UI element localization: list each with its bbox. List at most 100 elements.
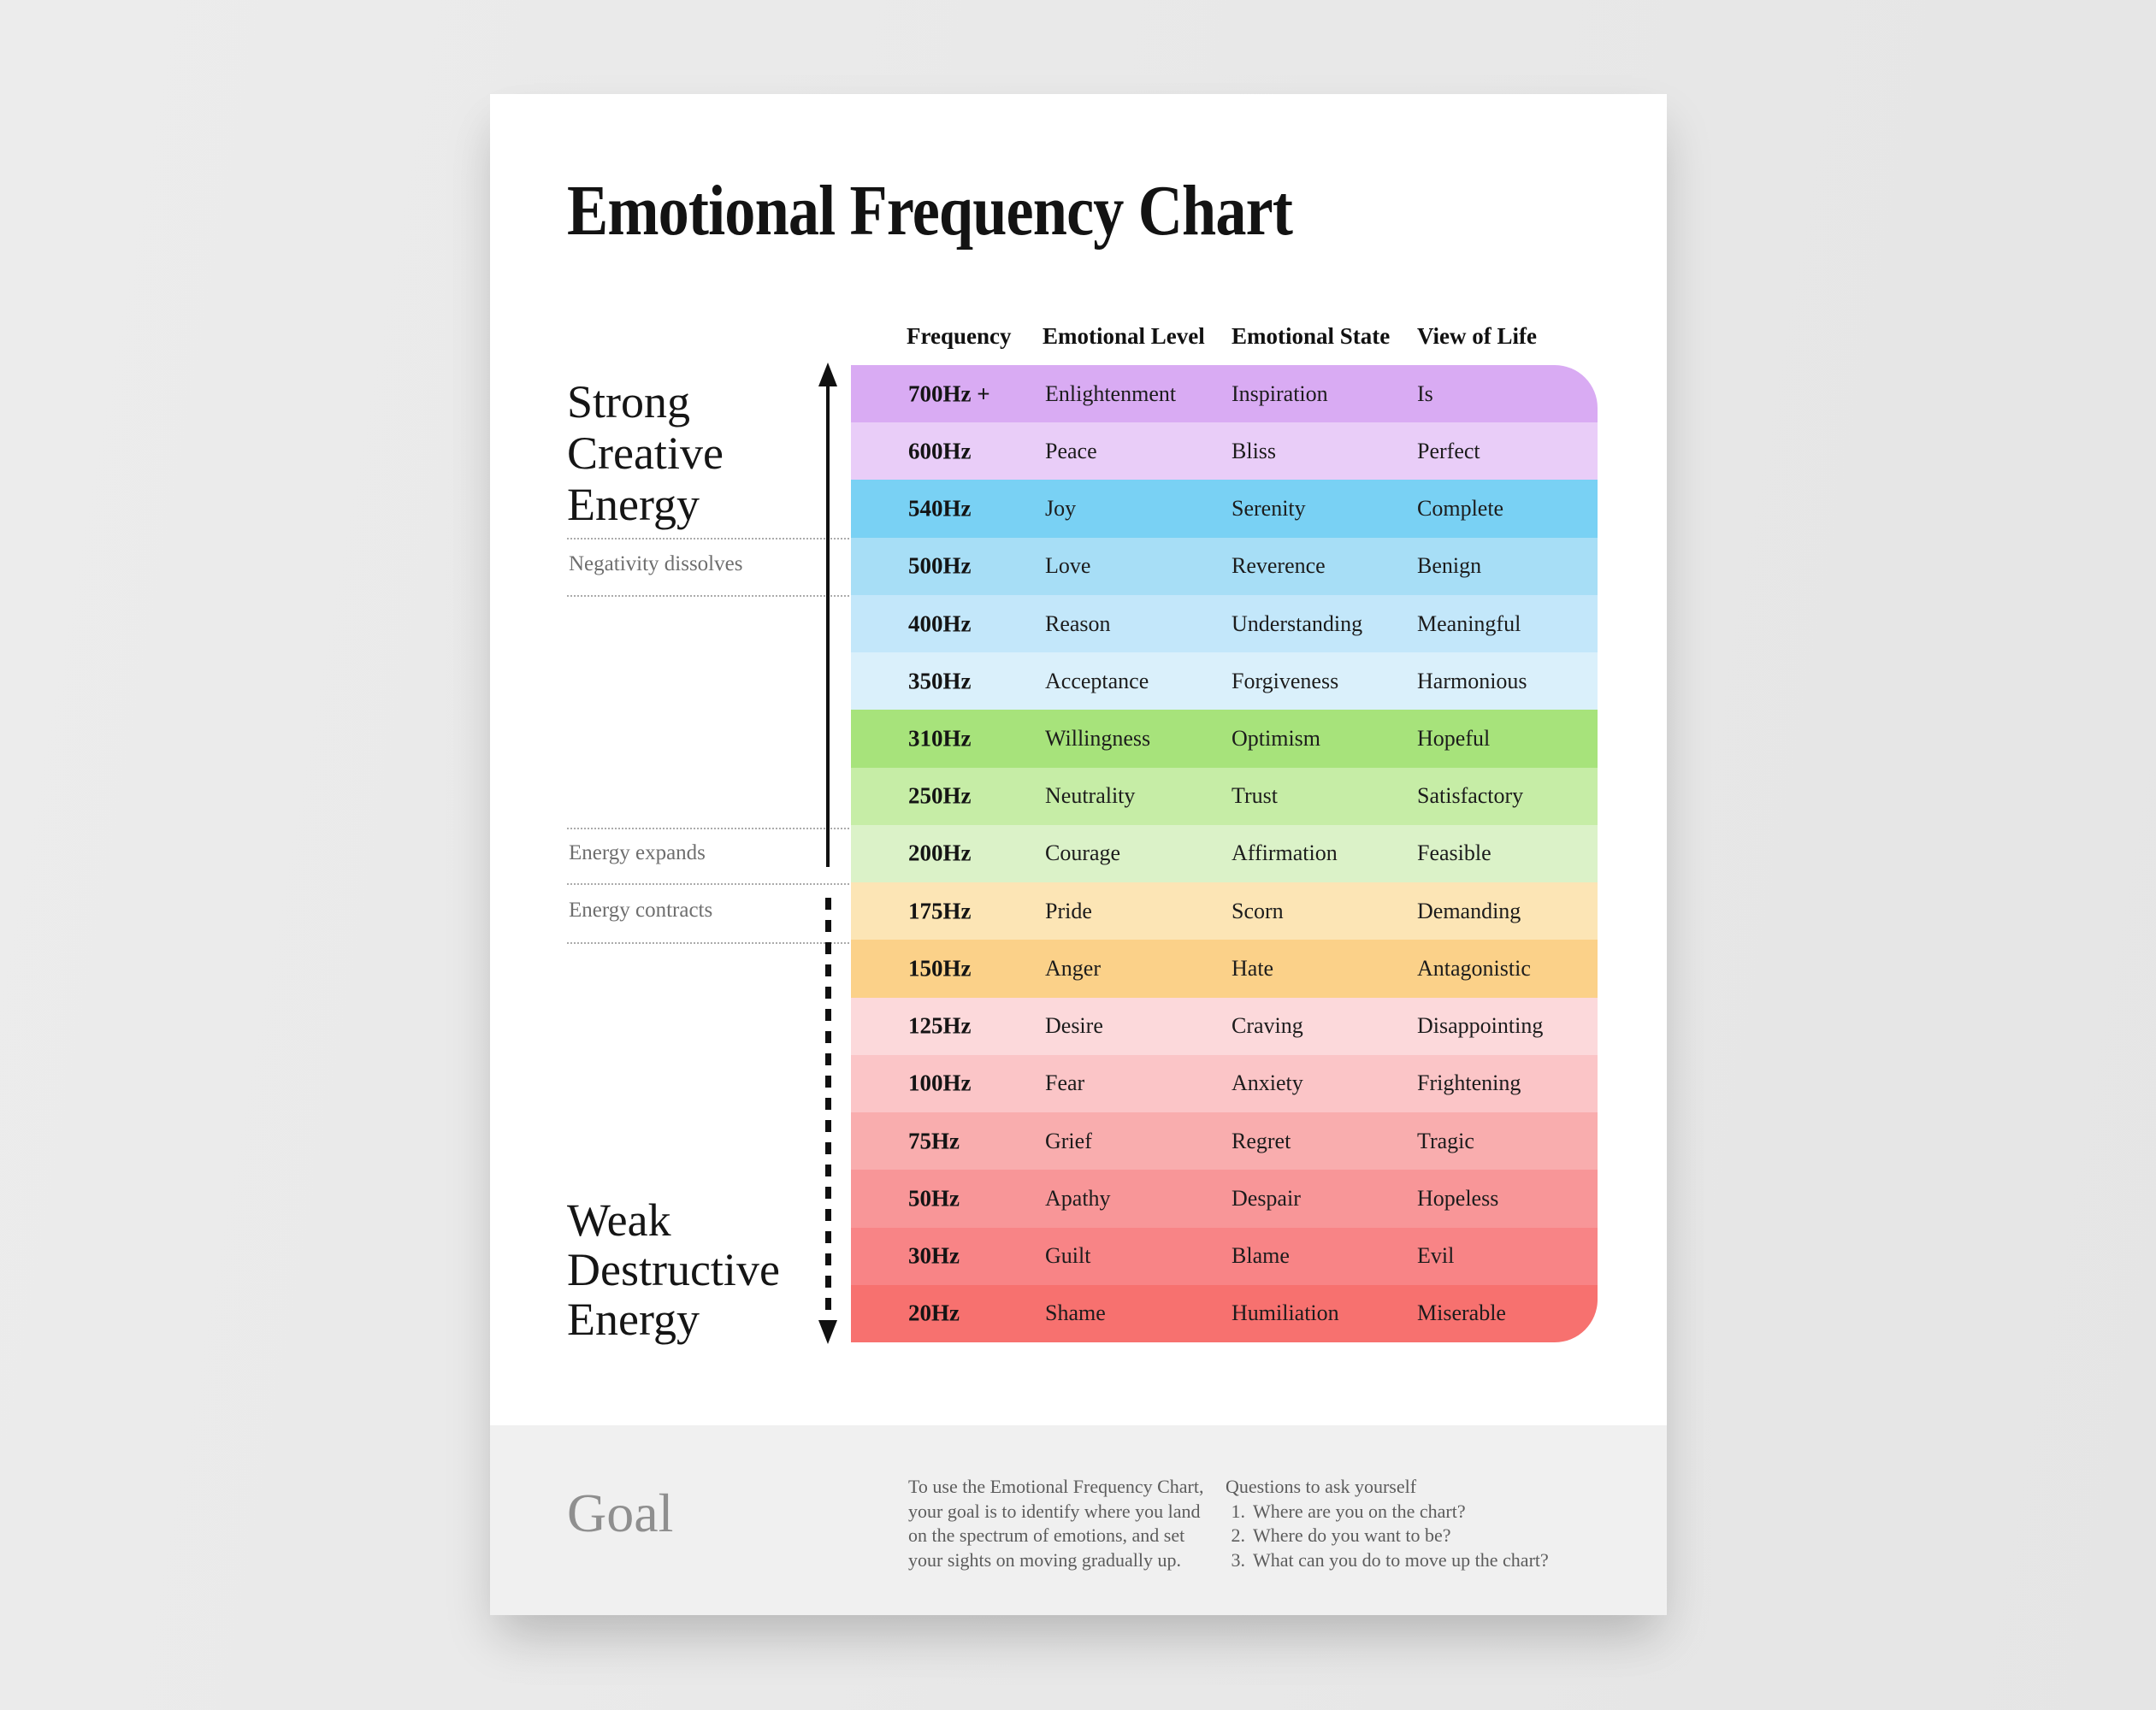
level-cell: Shame: [1045, 1300, 1106, 1326]
question-item: 2. Where do you want to be?: [1226, 1524, 1549, 1548]
level-cell: Reason: [1045, 610, 1111, 636]
table-row: 200Hz Courage Affirmation Feasible: [851, 824, 1598, 883]
frequency-cell: 75Hz: [908, 1128, 960, 1154]
state-cell: Affirmation: [1232, 840, 1338, 866]
view-cell: Is: [1417, 380, 1433, 406]
creative-energy-arrow-line: [826, 383, 830, 867]
state-cell: Forgiveness: [1232, 668, 1339, 693]
level-cell: Joy: [1045, 496, 1077, 522]
poster-card: Emotional Frequency Chart Frequency Emot…: [490, 94, 1667, 1615]
separator-line: [567, 595, 849, 597]
frequency-cell: 700Hz +: [908, 380, 990, 407]
questions-list: Questions to ask yourself 1. Where are y…: [1226, 1475, 1549, 1572]
state-cell: Craving: [1232, 1013, 1303, 1039]
table-row: 75Hz Grief Regret Tragic: [851, 1112, 1598, 1170]
frequency-cell: 250Hz: [908, 782, 972, 809]
table-row: 500Hz Love Reverence Benign: [851, 537, 1598, 595]
state-cell: Humiliation: [1232, 1300, 1339, 1326]
level-cell: Fear: [1045, 1070, 1085, 1096]
goal-heading: Goal: [567, 1483, 674, 1543]
question-item: 1. Where are you on the chart?: [1226, 1500, 1549, 1524]
negativity-dissolves-note: Negativity dissolves: [569, 552, 743, 575]
view-cell: Frightening: [1417, 1070, 1521, 1096]
frequency-cell: 400Hz: [908, 610, 972, 637]
state-cell: Trust: [1232, 783, 1278, 809]
question-text: Where do you want to be?: [1253, 1524, 1451, 1546]
question-number: 1.: [1231, 1500, 1246, 1522]
state-cell: Optimism: [1232, 726, 1321, 752]
table-row: 125Hz Desire Craving Disappointing: [851, 997, 1598, 1055]
question-text: What can you do to move up the chart?: [1253, 1548, 1549, 1571]
separator-line: [567, 883, 849, 885]
frequency-cell: 125Hz: [908, 1012, 972, 1039]
table-row: 540Hz Joy Serenity Complete: [851, 480, 1598, 538]
arrow-down-icon: [818, 1320, 837, 1344]
level-cell: Peace: [1045, 438, 1097, 463]
view-cell: Tragic: [1417, 1128, 1474, 1153]
state-cell: Blame: [1232, 1243, 1290, 1269]
view-cell: Hopeful: [1417, 726, 1491, 752]
separator-line: [567, 538, 849, 540]
view-cell: Perfect: [1417, 438, 1480, 463]
level-cell: Love: [1045, 553, 1091, 579]
frequency-cell: 310Hz: [908, 725, 972, 752]
level-cell: Grief: [1045, 1128, 1092, 1153]
question-text: Where are you on the chart?: [1253, 1500, 1466, 1522]
frequency-cell: 350Hz: [908, 668, 972, 694]
view-cell: Disappointing: [1417, 1013, 1544, 1039]
destructive-energy-arrow-line: [825, 898, 831, 1320]
table-row: 100Hz Fear Anxiety Frightening: [851, 1054, 1598, 1113]
view-cell: Hopeless: [1417, 1185, 1499, 1211]
level-cell: Pride: [1045, 898, 1092, 923]
strong-creative-energy-label: Strong Creative Energy: [567, 376, 724, 530]
energy-expands-note: Energy expands: [569, 841, 706, 864]
level-cell: Neutrality: [1045, 783, 1136, 809]
view-cell: Benign: [1417, 553, 1482, 579]
table-row: 400Hz Reason Understanding Meaningful: [851, 594, 1598, 653]
question-number: 2.: [1231, 1524, 1246, 1546]
column-header-view-of-life: View of Life: [1417, 323, 1537, 349]
view-cell: Miserable: [1417, 1300, 1506, 1326]
frequency-table: 700Hz + Enlightenment Inspiration Is 600…: [851, 365, 1598, 1342]
state-cell: Serenity: [1232, 496, 1306, 522]
question-number: 3.: [1231, 1548, 1246, 1571]
frequency-cell: 200Hz: [908, 840, 972, 866]
level-cell: Enlightenment: [1045, 380, 1177, 406]
column-header-frequency: Frequency: [907, 323, 1012, 349]
level-cell: Courage: [1045, 840, 1121, 866]
view-cell: Feasible: [1417, 840, 1491, 866]
view-cell: Complete: [1417, 496, 1504, 522]
view-cell: Satisfactory: [1417, 783, 1524, 809]
question-item: 3. What can you do to move up the chart?: [1226, 1548, 1549, 1573]
state-cell: Inspiration: [1232, 380, 1328, 406]
table-row: 600Hz Peace Bliss Perfect: [851, 422, 1598, 481]
energy-contracts-note: Energy contracts: [569, 899, 713, 922]
frequency-cell: 20Hz: [908, 1300, 960, 1326]
table-row: 310Hz Willingness Optimism Hopeful: [851, 710, 1598, 768]
level-cell: Guilt: [1045, 1243, 1091, 1269]
view-cell: Evil: [1417, 1243, 1455, 1269]
separator-line: [567, 828, 849, 829]
state-cell: Reverence: [1232, 553, 1326, 579]
table-row: 175Hz Pride Scorn Demanding: [851, 882, 1598, 940]
state-cell: Anxiety: [1232, 1070, 1303, 1096]
frequency-cell: 600Hz: [908, 438, 972, 464]
table-row: 700Hz + Enlightenment Inspiration Is: [851, 365, 1598, 423]
frequency-cell: 100Hz: [908, 1070, 972, 1096]
level-cell: Willingness: [1045, 726, 1151, 752]
frequency-cell: 30Hz: [908, 1242, 960, 1269]
table-row: 250Hz Neutrality Trust Satisfactory: [851, 767, 1598, 825]
frequency-cell: 150Hz: [908, 955, 972, 982]
level-cell: Acceptance: [1045, 668, 1149, 693]
frequency-cell: 540Hz: [908, 495, 972, 522]
state-cell: Scorn: [1232, 898, 1284, 923]
view-cell: Demanding: [1417, 898, 1521, 923]
state-cell: Hate: [1232, 955, 1274, 981]
table-row: 350Hz Acceptance Forgiveness Harmonious: [851, 652, 1598, 711]
state-cell: Regret: [1232, 1128, 1291, 1153]
frequency-cell: 50Hz: [908, 1185, 960, 1212]
state-cell: Despair: [1232, 1185, 1301, 1211]
state-cell: Understanding: [1232, 610, 1363, 636]
level-cell: Anger: [1045, 955, 1101, 981]
